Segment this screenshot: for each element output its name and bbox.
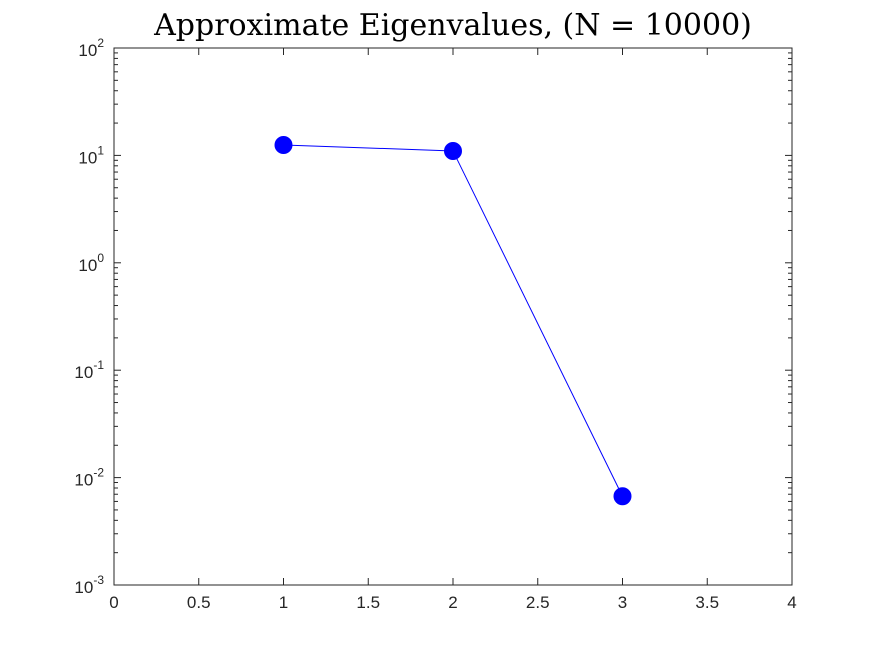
axis-ticks [113,47,793,586]
x-tick-label: 4 [787,593,796,612]
x-tick-label: 2 [448,593,457,612]
y-tick-label: 100 [78,251,104,275]
x-tick-label: 2.5 [526,593,550,612]
x-tick-label: 1.5 [356,593,380,612]
chart-title: Approximate Eigenvalues, (N = 10000) [153,8,752,43]
y-tick-label: 10-3 [74,573,104,597]
data-series [274,135,632,506]
tick-labels: 0 0.5 1 1.5 2 2.5 3 3.5 4 10-3 10-2 10-1 100 101 102 [74,36,796,612]
y-tick-label: 102 [78,36,104,60]
data-point [444,141,462,160]
x-tick-label: 3.5 [695,593,719,612]
y-tick-label: 101 [78,143,104,167]
y-tick-label: 10-1 [74,358,104,382]
x-tick-label: 0 [109,593,118,612]
data-point [613,487,632,506]
series-line [283,144,623,497]
y-tick-label: 10-2 [74,466,104,490]
data-point [274,135,293,154]
plot-box [113,47,793,586]
x-tick-label: 1 [279,593,288,612]
x-tick-label: 0.5 [187,593,211,612]
x-tick-label: 3 [618,593,627,612]
